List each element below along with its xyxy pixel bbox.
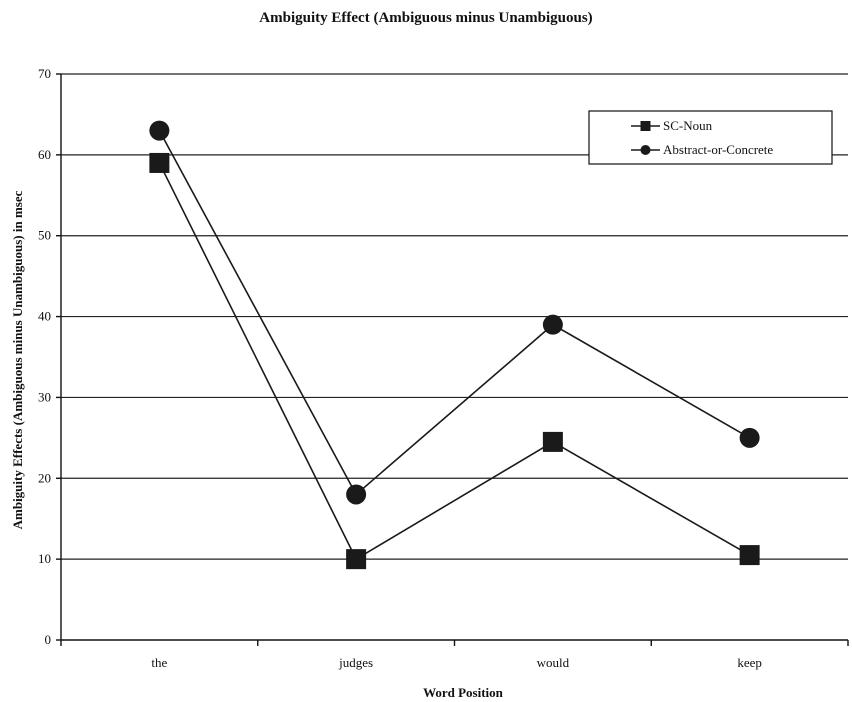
- legend-marker-square: [640, 121, 651, 131]
- y-tick-label: 0: [45, 632, 52, 647]
- gridlines: [61, 73, 848, 560]
- legend-label: SC-Noun: [663, 118, 713, 133]
- chart-title: Ambiguity Effect (Ambiguous minus Unambi…: [259, 10, 592, 26]
- y-tick-label: 30: [38, 389, 51, 404]
- series-group: [149, 120, 760, 570]
- x-tick-label-the: the: [151, 655, 167, 670]
- y-tick-label: 70: [38, 66, 51, 81]
- series-line-abstract-or-concrete: [158, 130, 751, 496]
- y-tick-label: 40: [38, 309, 51, 324]
- data-point-circle-keep: [739, 427, 760, 448]
- axes: 0 10 20 30 40 50 60 70 the judges would keep: [38, 66, 849, 670]
- legend-label: Abstract-or-Concrete: [663, 142, 773, 157]
- data-point-circle-would: [542, 314, 563, 335]
- y-axis-label: Ambiguity Effects (Ambiguous minus Unamb…: [10, 190, 25, 529]
- data-point-square-would: [542, 431, 563, 452]
- series-abstract-or-concrete: [149, 120, 760, 505]
- y-tick-label: 50: [38, 228, 51, 243]
- legend: SC-Noun Abstract-or-Concrete: [588, 110, 833, 165]
- x-tick-label-would: would: [537, 655, 570, 670]
- data-point-circle-judges: [346, 484, 367, 505]
- y-tick-label: 60: [38, 147, 51, 162]
- data-point-square-judges: [346, 549, 367, 570]
- series-sc-noun: [149, 152, 760, 570]
- y-tick-label: 10: [38, 551, 51, 566]
- x-axis-label: Word Position: [423, 685, 504, 700]
- data-point-square-keep: [739, 545, 760, 566]
- y-tick-label: 20: [38, 470, 51, 485]
- data-point-circle-the: [149, 120, 170, 141]
- data-point-square-the: [149, 152, 170, 173]
- x-tick-label-judges: judges: [338, 655, 373, 670]
- legend-marker-circle: [640, 145, 651, 155]
- legend-box: [588, 110, 833, 165]
- x-tick-label-keep: keep: [737, 655, 762, 670]
- series-line-sc-noun: [158, 162, 751, 561]
